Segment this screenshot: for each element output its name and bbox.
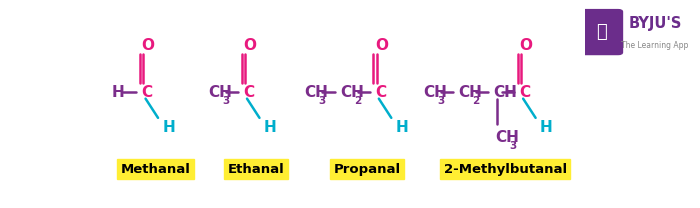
Text: 2-Methylbutanal: 2-Methylbutanal — [444, 163, 567, 176]
Text: 3: 3 — [222, 96, 230, 106]
Text: CH: CH — [304, 85, 328, 100]
Text: H: H — [540, 120, 553, 135]
Text: O: O — [375, 38, 388, 53]
Text: H: H — [112, 85, 125, 100]
Text: O: O — [519, 38, 532, 53]
Text: 2: 2 — [472, 96, 480, 106]
Text: H: H — [395, 120, 408, 135]
Text: CH: CH — [340, 85, 363, 100]
Text: O: O — [243, 38, 256, 53]
Text: C: C — [519, 85, 531, 100]
Text: Ⓑ: Ⓑ — [596, 22, 607, 41]
Text: The Learning App: The Learning App — [622, 41, 689, 50]
Text: 2: 2 — [354, 96, 361, 106]
Text: H: H — [162, 120, 175, 135]
Text: 3: 3 — [437, 96, 444, 106]
Text: CH: CH — [423, 85, 447, 100]
Text: C: C — [141, 85, 153, 100]
Text: CH: CH — [495, 130, 519, 145]
FancyBboxPatch shape — [581, 10, 622, 54]
Text: CH: CH — [458, 85, 482, 100]
Text: CH: CH — [208, 85, 232, 100]
Text: 3: 3 — [318, 96, 326, 106]
Text: BYJU'S: BYJU'S — [629, 16, 682, 31]
Text: Propanal: Propanal — [333, 163, 400, 176]
Text: CH: CH — [494, 85, 517, 100]
Text: Methanal: Methanal — [120, 163, 190, 176]
Text: C: C — [375, 85, 386, 100]
Text: C: C — [243, 85, 254, 100]
Text: 3: 3 — [509, 141, 517, 151]
Text: H: H — [264, 120, 276, 135]
Text: Ethanal: Ethanal — [228, 163, 284, 176]
Text: O: O — [141, 38, 155, 53]
